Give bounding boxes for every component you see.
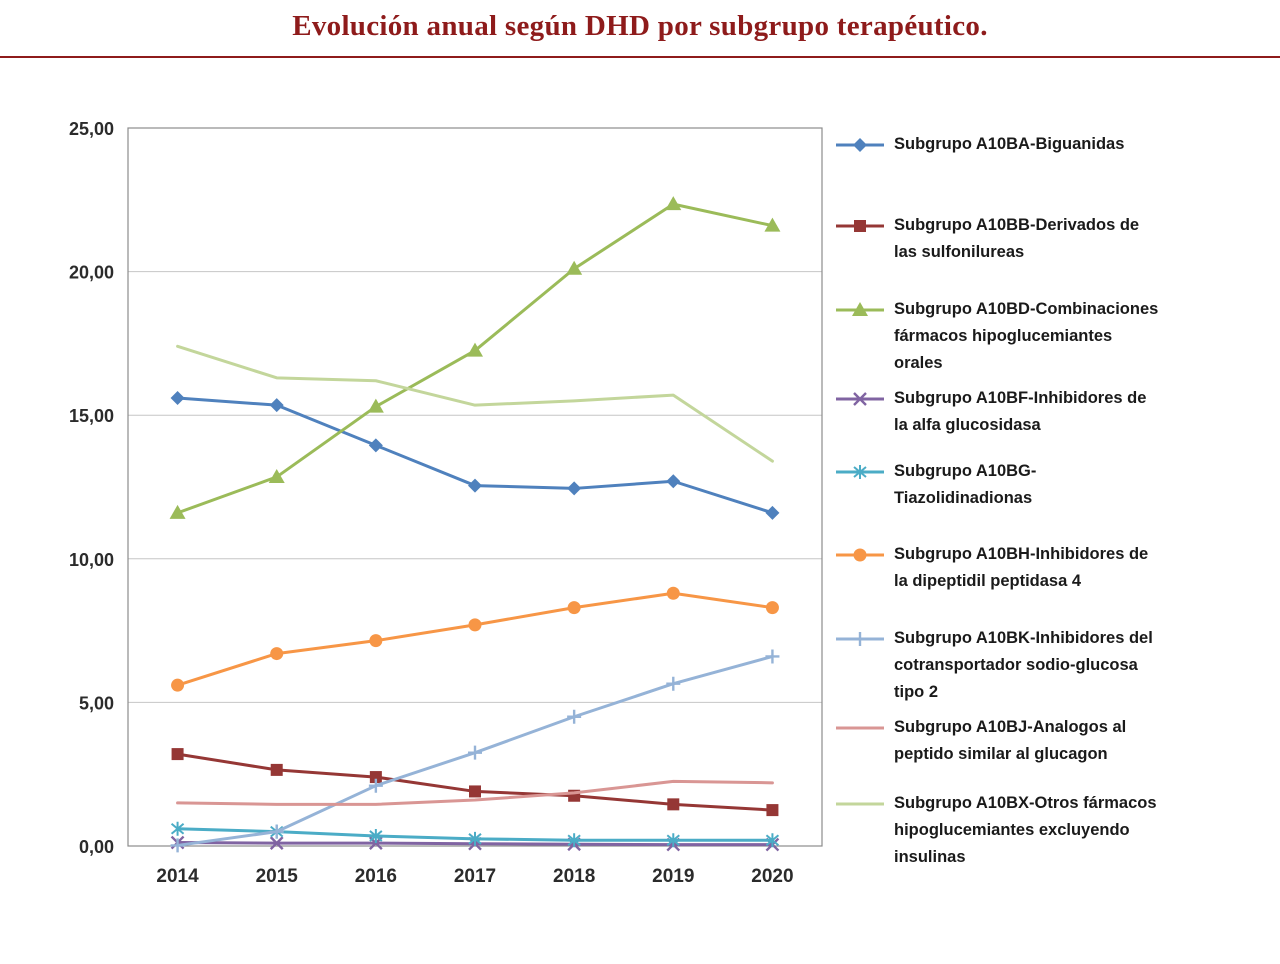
legend-item-a10bb: Subgrupo A10BB-Derivados de las sulfonil…: [835, 212, 1139, 266]
svg-text:10,00: 10,00: [69, 550, 114, 570]
legend-item-a10bd: Subgrupo A10BD-Combinaciones fármacos hi…: [835, 296, 1158, 377]
legend-item-a10bx: Subgrupo A10BX-Otros fármacos hipoglucem…: [835, 790, 1157, 871]
svg-text:25,00: 25,00: [69, 119, 114, 139]
chart-legend: Subgrupo A10BA-Biguanidas Subgrupo A10BB…: [835, 0, 1265, 964]
page-title: Evolución anual según DHD por subgrupo t…: [292, 10, 988, 42]
legend-label: Subgrupo A10BB-Derivados de las sulfonil…: [894, 216, 1140, 261]
svg-text:2020: 2020: [751, 866, 793, 887]
legend-marker-circle-icon: [836, 548, 884, 562]
legend-marker-x-icon: [836, 392, 884, 406]
legend-marker-diamond-icon: [836, 138, 884, 152]
line-chart: 0,00 5,00 10,00 15,00 20,00 25,00 2014 2015 2016…: [0, 88, 860, 918]
svg-text:15,00: 15,00: [69, 406, 114, 426]
legend-label: Subgrupo A10BD-Combinaciones fármacos hi…: [894, 300, 1159, 372]
legend-marker-triangle-icon: [836, 302, 884, 316]
legend-marker-star-icon: [836, 465, 884, 479]
legend-item-a10bk: Subgrupo A10BK-Inhibidores del cotranspo…: [835, 625, 1153, 706]
svg-text:2016: 2016: [355, 866, 397, 887]
legend-label: Subgrupo A10BF-Inhibidores de la alfa gl…: [894, 389, 1147, 434]
legend-item-a10bj: Subgrupo A10BJ-Analogos al peptido simil…: [835, 714, 1126, 768]
legend-item-a10ba: Subgrupo A10BA-Biguanidas: [835, 131, 1124, 158]
legend-label: Subgrupo A10BJ-Analogos al peptido simil…: [894, 718, 1127, 763]
page-header: Evolución anual según DHD por subgrupo t…: [0, 0, 1280, 58]
svg-text:2017: 2017: [454, 866, 496, 887]
legend-marker-line-icon: [836, 726, 884, 730]
svg-text:2019: 2019: [652, 866, 694, 887]
legend-marker-plus-icon: [836, 632, 884, 646]
legend-label: Subgrupo A10BX-Otros fármacos hipoglucem…: [894, 794, 1157, 866]
chart-canvas: 0,00 5,00 10,00 15,00 20,00 25,00 2014 2015 2016…: [69, 119, 823, 887]
legend-label: Subgrupo A10BH-Inhibidores de la dipepti…: [894, 545, 1149, 590]
svg-text:2018: 2018: [553, 866, 595, 887]
legend-item-a10bh: Subgrupo A10BH-Inhibidores de la dipepti…: [835, 541, 1148, 595]
legend-item-a10bg: Subgrupo A10BG- Tiazolidinadionas: [835, 458, 1036, 512]
legend-marker-line-icon: [836, 802, 884, 806]
svg-text:0,00: 0,00: [79, 837, 114, 857]
svg-text:5,00: 5,00: [79, 693, 114, 713]
legend-label: Subgrupo A10BA-Biguanidas: [894, 135, 1125, 153]
legend-marker-square-icon: [836, 220, 884, 232]
legend-item-a10bf: Subgrupo A10BF-Inhibidores de la alfa gl…: [835, 385, 1146, 439]
svg-text:2014: 2014: [156, 866, 199, 887]
legend-label: Subgrupo A10BK-Inhibidores del cotranspo…: [894, 629, 1153, 701]
svg-text:20,00: 20,00: [69, 263, 114, 283]
legend-label: Subgrupo A10BG- Tiazolidinadionas: [894, 462, 1037, 507]
svg-text:2015: 2015: [256, 866, 299, 887]
